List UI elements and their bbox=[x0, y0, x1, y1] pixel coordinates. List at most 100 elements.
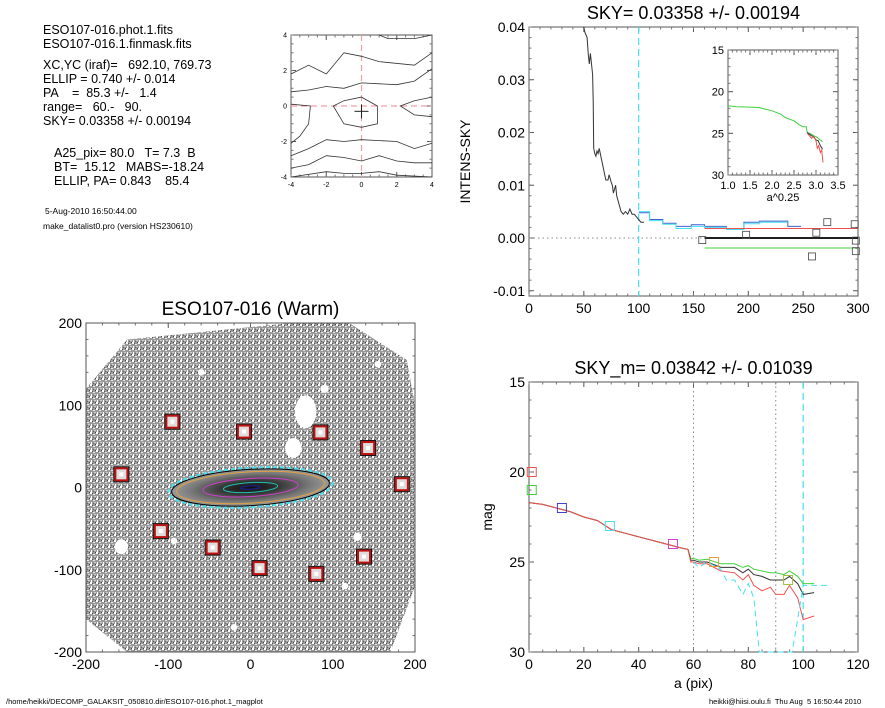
masked-region bbox=[374, 360, 382, 368]
y-tick-label: 30 bbox=[509, 644, 525, 660]
sky-box bbox=[360, 440, 377, 457]
contour-line bbox=[290, 52, 433, 75]
x-tick-label: 2 bbox=[395, 182, 399, 189]
y-tick-label: -100 bbox=[54, 562, 82, 578]
program-version: make_datalist0.pro (version HS230610) bbox=[43, 221, 193, 231]
masked-region bbox=[285, 438, 302, 458]
y-axis-label: INTENS-SKY bbox=[457, 119, 473, 204]
masked-region bbox=[170, 537, 178, 545]
profile-marker bbox=[709, 557, 720, 567]
footer-path: /home/heikki/DECOMP_GALAKSIT_050810.dir/… bbox=[6, 697, 263, 706]
sky-box bbox=[204, 539, 221, 556]
magnitude-profile-plot: 0 20 40 60 80 100 120 15 20 25 30 SKY_m= 0.03842 +/… bbox=[479, 358, 870, 691]
profile-marker bbox=[526, 485, 537, 495]
masked-region bbox=[353, 532, 362, 541]
sky-box-center bbox=[158, 529, 163, 534]
sky-box-center bbox=[210, 545, 215, 550]
param-pa: PA = 85.3 +/- 1.4 bbox=[43, 86, 157, 100]
contour-line bbox=[290, 155, 432, 169]
contour-plot: -4 -2 0 2 4 -4 -2 0 2 4 bbox=[281, 33, 434, 189]
contour-line bbox=[290, 68, 433, 93]
inset-series-green bbox=[727, 105, 823, 143]
sky-box-outline bbox=[251, 560, 268, 577]
x-tick-label: -2 bbox=[323, 182, 329, 189]
masked-region bbox=[294, 395, 317, 429]
chart-title: ESO107-016 (Warm) bbox=[162, 299, 340, 320]
contour-line bbox=[290, 171, 433, 178]
x-tick-label: 2.0 bbox=[764, 180, 779, 192]
plot-frame bbox=[727, 49, 839, 176]
x-tick-label: 1.0 bbox=[720, 180, 735, 192]
y-tick-label: 0.02 bbox=[498, 125, 525, 141]
inset-plot: 1.0 1.5 2.0 2.5 3.0 3.5 15 20 25 30 a^0.25 bbox=[712, 45, 846, 204]
x-tick-label: -200 bbox=[72, 656, 100, 672]
masked-region bbox=[341, 582, 349, 590]
x-tick-label: 200 bbox=[737, 300, 761, 316]
contour-line bbox=[332, 96, 378, 128]
isophote-ellipse bbox=[171, 468, 330, 507]
sky-box-outline bbox=[235, 423, 252, 440]
series-sky-step-cyan bbox=[638, 211, 788, 230]
inset-background bbox=[728, 50, 838, 175]
param-ellip: ELLIP = 0.740 +/- 0.014 bbox=[43, 72, 176, 86]
result-a25: A25_pix= 80.0 T= 7.3 B bbox=[54, 146, 196, 160]
sky-box-center bbox=[399, 482, 404, 487]
sky-sample-point bbox=[808, 252, 816, 261]
sky-box-outline bbox=[393, 476, 410, 493]
series-profile bbox=[583, 26, 645, 223]
masked-region bbox=[320, 384, 329, 393]
sky-box-outline bbox=[152, 523, 169, 540]
profile-marker bbox=[604, 521, 615, 531]
x-tick-label: 100 bbox=[627, 300, 651, 316]
y-tick-label: 20 bbox=[712, 87, 724, 99]
profile-green bbox=[528, 502, 815, 585]
y-tick-label: 0 bbox=[74, 480, 82, 496]
x-axis-label: a (pix) bbox=[674, 675, 713, 691]
y-tick-label: 25 bbox=[509, 554, 525, 570]
sky-box-center bbox=[362, 554, 367, 559]
date-stamp: 5-Aug-2010 16:50:44.00 bbox=[45, 206, 137, 216]
contour-line bbox=[399, 96, 433, 118]
contour-line bbox=[290, 103, 311, 144]
x-tick-label: 20 bbox=[576, 656, 592, 672]
sky-box bbox=[113, 466, 130, 483]
sky-box-outline bbox=[164, 413, 181, 430]
sky-sample-point bbox=[698, 236, 707, 244]
y-tick-label: 15 bbox=[509, 374, 525, 390]
y-tick-label: -0.01 bbox=[493, 283, 525, 299]
sky-plot: 0 50 100 150 200 250 300 -0.01 0.00 0.01 0.02 0.03 0… bbox=[457, 3, 870, 316]
x-tick-label: 80 bbox=[741, 656, 757, 672]
sky-box bbox=[312, 424, 329, 441]
sky-box bbox=[356, 548, 373, 565]
isophote-ellipse bbox=[240, 485, 261, 490]
param-sky: SKY= 0.03358 +/- 0.00194 bbox=[43, 114, 192, 128]
y-tick-label: 15 bbox=[712, 45, 724, 57]
sky-sample-point bbox=[850, 220, 859, 229]
profile-marker bbox=[667, 539, 678, 549]
x-tick-label: 300 bbox=[846, 300, 870, 316]
x-tick-label: 0 bbox=[525, 656, 533, 672]
x-tick-label: 120 bbox=[846, 656, 870, 672]
sky-box-outline bbox=[312, 424, 329, 441]
profile-red bbox=[528, 502, 815, 621]
masked-region bbox=[114, 539, 128, 555]
y-tick-label: 2 bbox=[283, 68, 287, 75]
x-tick-label: 3.5 bbox=[830, 180, 845, 192]
footer-user-time: heikki@hiisi.oulu.fi Thu Aug 5 16:50:44 … bbox=[709, 697, 862, 706]
sky-box-outline bbox=[360, 440, 377, 457]
sky-box-outline bbox=[113, 466, 130, 483]
x-tick-label: 0 bbox=[525, 300, 533, 316]
contour-line bbox=[378, 34, 433, 39]
x-tick-label: 150 bbox=[682, 300, 706, 316]
sky-box-center bbox=[170, 419, 175, 424]
y-tick-label: -4 bbox=[281, 175, 287, 182]
sky-box-center bbox=[366, 446, 371, 451]
sky-sample-point bbox=[812, 228, 821, 237]
inset-series-red bbox=[806, 132, 824, 163]
result-bt: BT= 15.12 MABS=-18.24 bbox=[54, 160, 205, 174]
isophote-ellipse bbox=[202, 477, 299, 498]
file-name-phot: ESO107-016.phot.1.fits bbox=[43, 23, 173, 37]
sky-box-center bbox=[257, 566, 262, 571]
masked-region bbox=[197, 369, 205, 376]
